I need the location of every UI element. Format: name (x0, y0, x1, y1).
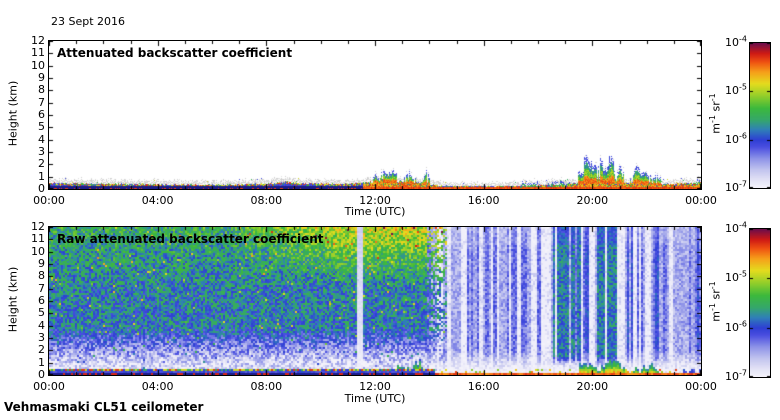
x-axis-label-bottom: Time (UTC) (344, 392, 406, 405)
y-tick-label: 4 (38, 318, 45, 332)
station-label: Vehmasmaki CL51 ceilometer (4, 400, 204, 414)
x-tick-label: 12:00 (359, 194, 391, 207)
y-tick-label: 7 (38, 281, 45, 295)
colorbar-tick-label: 10-5 (725, 82, 747, 98)
heatmap-raw-attenuated-backscatter (48, 226, 702, 376)
y-tick-label: 2 (38, 343, 45, 357)
x-tick-label: 16:00 (467, 380, 500, 393)
y-tick-label: 5 (38, 120, 45, 134)
x-axis-label-top: Time (UTC) (344, 205, 406, 218)
y-tick-label: 0 (38, 368, 45, 381)
y-tick-label: 4 (38, 132, 45, 146)
y-tick-label: 10 (31, 244, 45, 258)
colorbar-tick-label: 10-4 (725, 220, 747, 235)
y-tick-label: 7 (38, 95, 45, 109)
y-tick-label: 0 (38, 182, 45, 195)
y-tick-label: 2 (38, 157, 45, 171)
y-tick-label: 3 (38, 331, 45, 344)
colorbar-tick-label: 10-6 (725, 131, 747, 146)
colorbar-tick-label: 10-5 (725, 269, 747, 285)
y-tick-label: 9 (38, 257, 45, 270)
y-tick-label: 5 (38, 306, 45, 320)
panel-title-raw: Raw attenuated backscatter coefficient (57, 232, 324, 246)
panel-title-attenuated: Attenuated backscatter coefficient (57, 46, 293, 60)
y-tick-label: 6 (38, 294, 45, 307)
y-tick-label: 12 (31, 220, 45, 233)
y-tick-label: 8 (38, 269, 45, 283)
y-tick-label: 11 (31, 232, 45, 246)
x-tick-label: 20:00 (576, 380, 609, 393)
heatmap-attenuated-backscatter (48, 40, 702, 190)
x-tick-label: 04:00 (141, 194, 174, 207)
x-tick-label: 08:00 (250, 194, 283, 207)
x-tick-label: 00:00 (685, 380, 717, 393)
y-tick-label: 12 (31, 34, 45, 47)
y-tick-label: 6 (38, 108, 45, 121)
x-tick-label: 04:00 (141, 380, 174, 393)
colorbar-unit-label-bottom: m-1 sr-1 (707, 281, 723, 322)
colorbar-tick-label: 10-7 (725, 368, 747, 383)
y-tick-label: 9 (38, 71, 45, 84)
x-tick-label: 00:00 (33, 194, 65, 207)
x-tick-label: 08:00 (250, 380, 283, 393)
x-tick-label: 00:00 (33, 380, 65, 393)
colorbar-raw (749, 228, 771, 378)
colorbar-tick-label: 10-6 (725, 319, 747, 334)
y-tick-label: 1 (38, 355, 45, 369)
colorbar-attenuated (749, 42, 771, 189)
y-tick-label: 11 (31, 46, 45, 60)
date-label: 23 Sept 2016 (51, 15, 126, 28)
colorbar-tick-label: 10-7 (725, 179, 747, 194)
y-tick-label: 8 (38, 83, 45, 97)
x-tick-label: 00:00 (685, 194, 717, 207)
x-tick-label: 16:00 (467, 194, 500, 207)
x-tick-label: 20:00 (576, 194, 609, 207)
x-tick-label: 12:00 (359, 380, 391, 393)
colorbar-unit-label-top: m-1 sr-1 (707, 93, 723, 134)
y-tick-label: 3 (38, 145, 45, 158)
y-tick-label: 10 (31, 58, 45, 72)
y-tick-label: 1 (38, 169, 45, 183)
colorbar-tick-label: 10-4 (725, 34, 747, 49)
